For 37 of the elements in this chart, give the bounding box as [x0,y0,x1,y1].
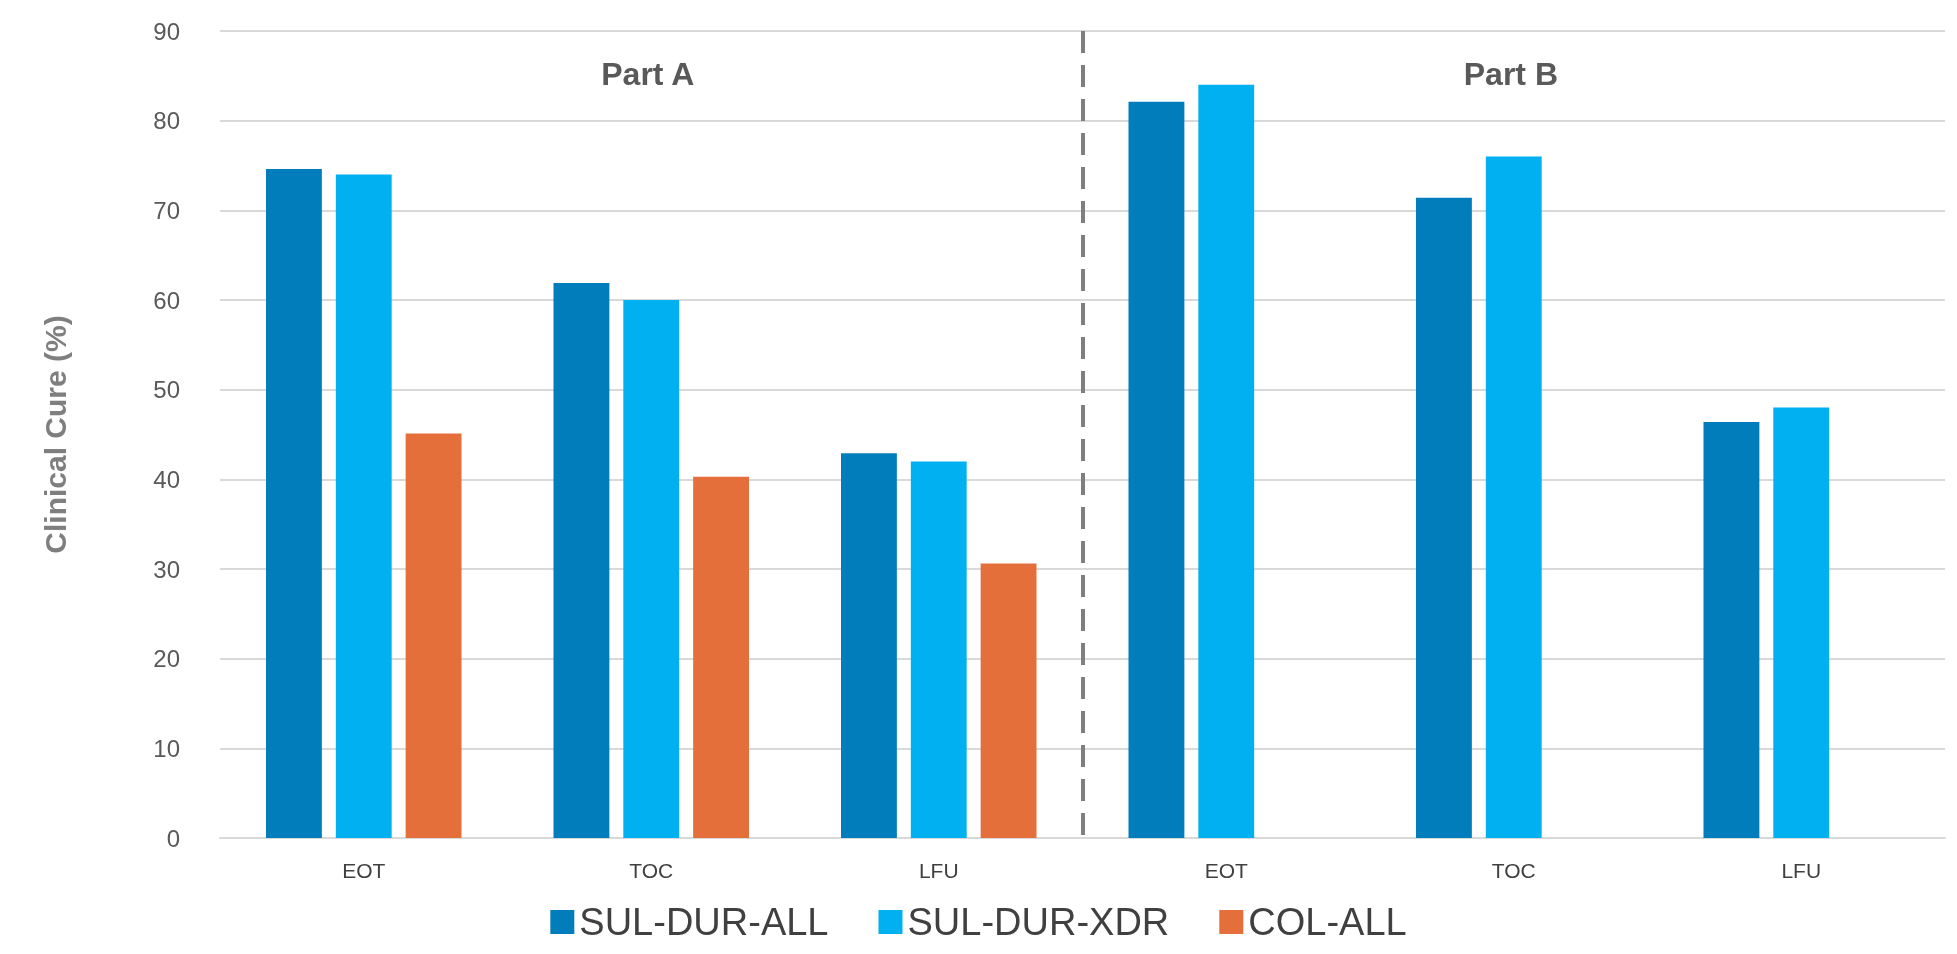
bar [1128,101,1185,838]
bar [405,433,462,838]
y-tick-label: 0 [166,824,180,852]
y-tick-label: 10 [153,734,180,762]
x-tick-label: LFU [1781,859,1822,882]
y-tick-label: 40 [153,465,180,493]
legend-label: SUL-DUR-XDR [907,901,1170,943]
bar [1198,84,1255,838]
bar [335,174,392,838]
x-tick-label: TOC [1491,859,1536,882]
y-tick-label: 60 [153,286,180,314]
bar [693,476,749,838]
bar [1773,407,1830,838]
bar [910,461,967,838]
x-tick-label: TOC [629,859,674,882]
y-tick-label: 70 [153,196,180,224]
annotation: Part A [601,56,695,92]
x-tick-label: LFU [918,859,959,882]
y-tick-label: 20 [153,645,180,673]
legend-label: SUL-DUR-ALL [579,901,829,943]
annotation: Part B [1463,56,1558,92]
x-tick-label: EOT [1204,859,1249,882]
y-tick-label: 90 [153,17,180,45]
y-tick-label: 50 [153,376,180,404]
bar [1703,421,1760,838]
bar [1416,197,1472,838]
legend-label: COL-ALL [1248,901,1407,943]
bar [980,563,1037,838]
bar [623,300,680,838]
y-axis-title: Clinical Cure (%) [38,315,72,554]
bar [553,282,610,838]
x-tick-label: EOT [342,859,386,882]
bar [266,169,322,838]
y-tick-label: 80 [153,107,180,135]
bar [1485,156,1542,838]
y-tick-label: 30 [153,555,180,583]
bar [841,453,897,838]
